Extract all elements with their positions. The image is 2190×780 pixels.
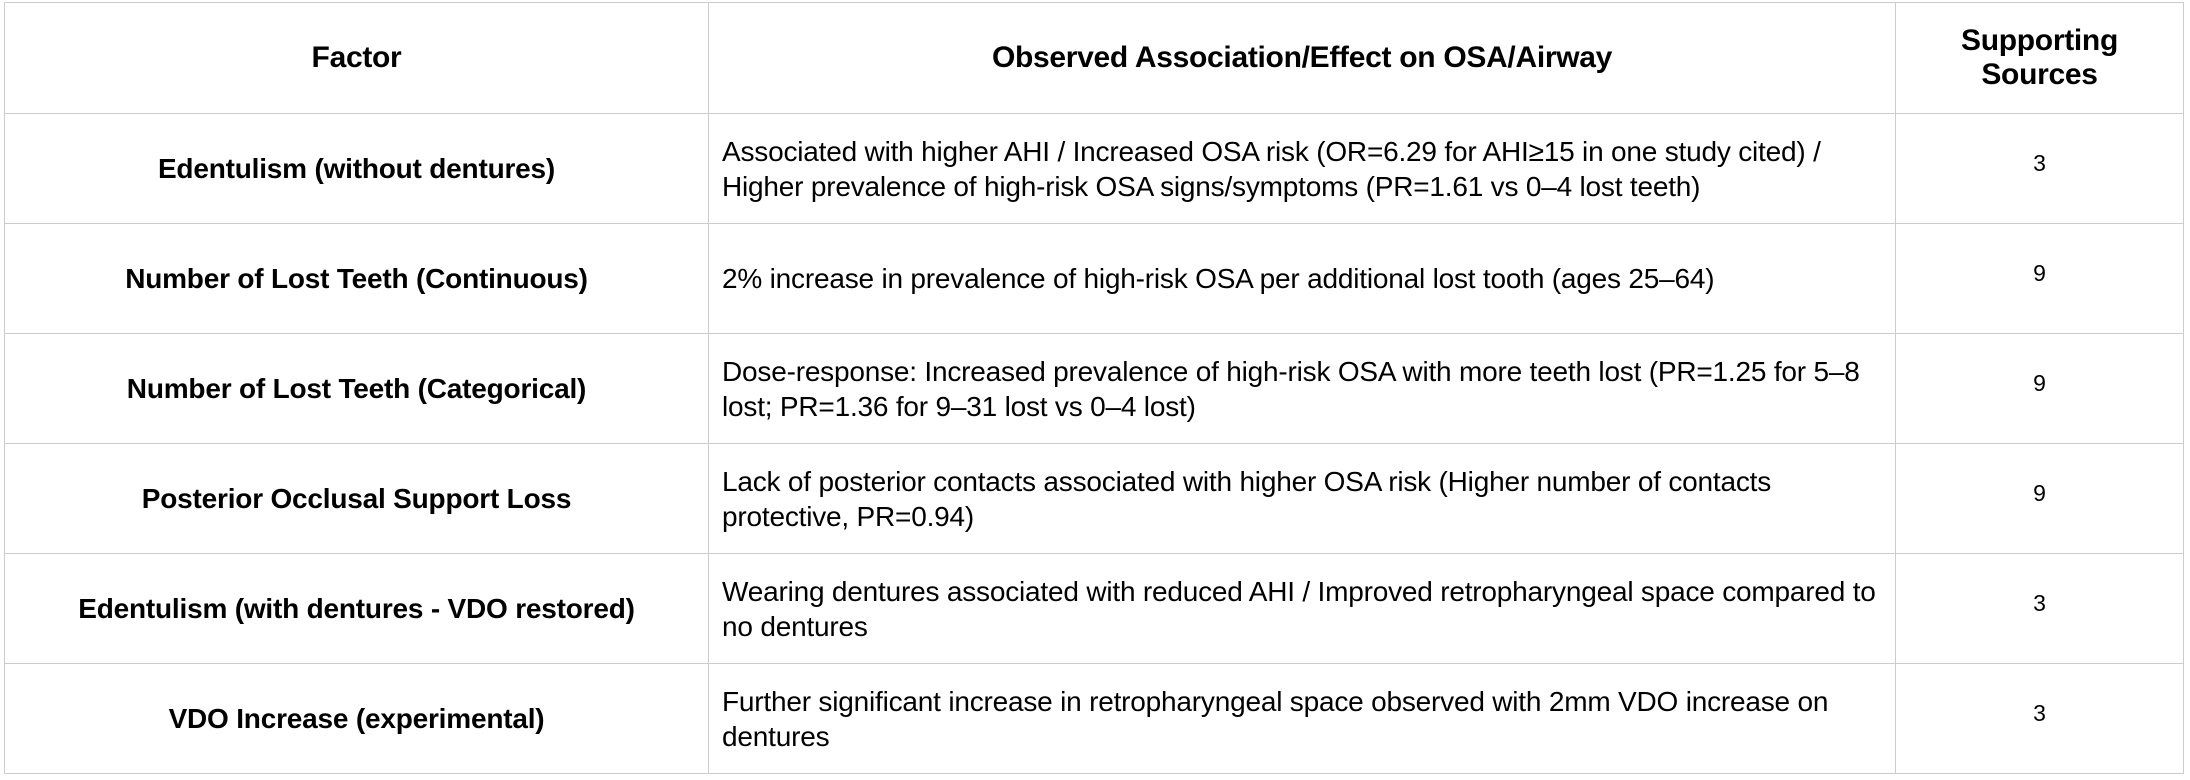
citation-number: 3 (2033, 150, 2046, 176)
column-header-sources: Supporting Sources (1895, 2, 2184, 114)
table-row: Edentulism (without dentures) Associated… (4, 113, 2184, 224)
factor-cell: Number of Lost Teeth (Continuous) (4, 223, 709, 334)
source-cell: 3 (1895, 553, 2184, 664)
source-cell: 3 (1895, 113, 2184, 224)
effect-cell: Dose-response: Increased prevalence of h… (708, 333, 1896, 444)
citation-number: 3 (2033, 590, 2046, 616)
table-row: Edentulism (with dentures - VDO restored… (4, 553, 2184, 664)
column-header-factor: Factor (4, 2, 709, 114)
table-row: Posterior Occlusal Support Loss Lack of … (4, 443, 2184, 554)
citation-number: 9 (2033, 370, 2046, 396)
factor-cell: Number of Lost Teeth (Categorical) (4, 333, 709, 444)
source-cell: 9 (1895, 443, 2184, 554)
source-cell: 3 (1895, 663, 2184, 774)
factor-cell: Edentulism (with dentures - VDO restored… (4, 553, 709, 664)
table-row: Number of Lost Teeth (Continuous) 2% inc… (4, 223, 2184, 334)
citation-number: 9 (2033, 260, 2046, 286)
effect-cell: Lack of posterior contacts associated wi… (708, 443, 1896, 554)
factor-cell: VDO Increase (experimental) (4, 663, 709, 774)
effect-cell: Associated with higher AHI / Increased O… (708, 113, 1896, 224)
osa-factors-table: Factor Observed Association/Effect on OS… (4, 2, 2184, 774)
factor-cell: Posterior Occlusal Support Loss (4, 443, 709, 554)
citation-number: 9 (2033, 480, 2046, 506)
effect-cell: Further significant increase in retropha… (708, 663, 1896, 774)
table-header-row: Factor Observed Association/Effect on OS… (4, 2, 2184, 114)
source-cell: 9 (1895, 333, 2184, 444)
effect-cell: Wearing dentures associated with reduced… (708, 553, 1896, 664)
factor-cell: Edentulism (without dentures) (4, 113, 709, 224)
table-row: VDO Increase (experimental) Further sign… (4, 663, 2184, 774)
effect-cell: 2% increase in prevalence of high-risk O… (708, 223, 1896, 334)
column-header-effect: Observed Association/Effect on OSA/Airwa… (708, 2, 1896, 114)
table-row: Number of Lost Teeth (Categorical) Dose-… (4, 333, 2184, 444)
source-cell: 9 (1895, 223, 2184, 334)
citation-number: 3 (2033, 700, 2046, 726)
